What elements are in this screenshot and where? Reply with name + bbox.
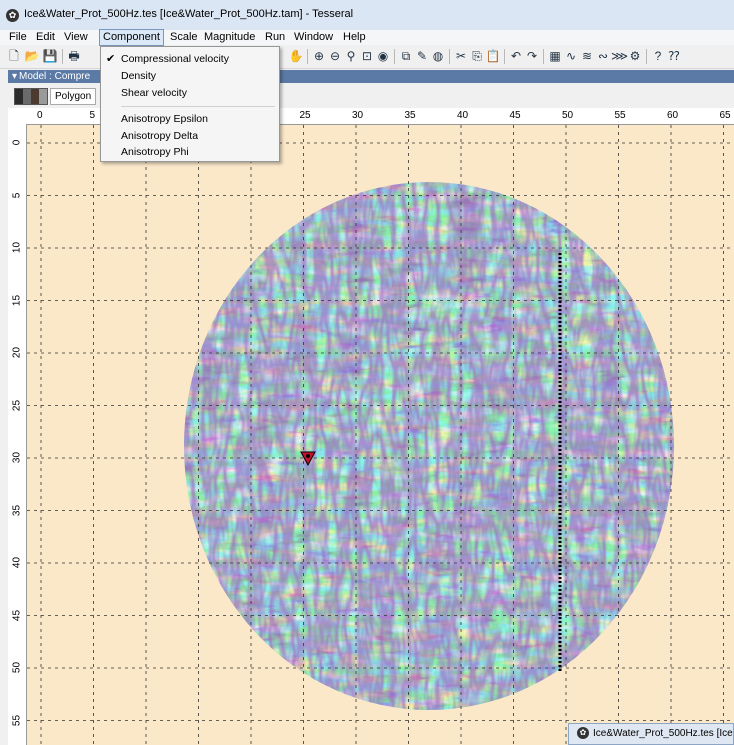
- y-tick-label: 10: [11, 241, 23, 254]
- palette-icon[interactable]: ▦: [549, 49, 561, 63]
- menu-scale[interactable]: Scale: [170, 31, 198, 43]
- y-tick-label: 45: [11, 609, 23, 621]
- menu-edit[interactable]: Edit: [36, 31, 55, 43]
- open-icon[interactable]: 📂: [24, 49, 40, 63]
- check-icon: ✔: [106, 53, 116, 65]
- menu-window[interactable]: Window: [294, 31, 334, 43]
- context-help-icon[interactable]: ⁇: [668, 49, 680, 63]
- app-icon: ✿: [577, 727, 589, 740]
- zoom-in-icon[interactable]: ⊕: [313, 49, 325, 63]
- menu-item-compressional-velocity[interactable]: ✔ Compressional velocity: [101, 51, 279, 67]
- paste-icon[interactable]: 📋: [485, 49, 501, 63]
- x-tick-label: 55: [614, 110, 626, 121]
- x-tick-label: 65: [719, 110, 731, 121]
- wave2-icon[interactable]: ≋: [581, 49, 593, 63]
- hand-icon[interactable]: ✋: [288, 49, 304, 63]
- menu-item-shear-velocity[interactable]: Shear velocity: [101, 85, 279, 101]
- menu-run[interactable]: Run: [265, 31, 286, 43]
- menu-help[interactable]: Help: [343, 31, 366, 43]
- zoom-window-icon[interactable]: ⚲: [346, 49, 356, 63]
- y-tick-label: 35: [11, 504, 23, 516]
- undo-icon[interactable]: ↶: [510, 49, 522, 63]
- menu-bar: File Edit View Component Scale Magnitude…: [0, 29, 734, 46]
- toolbar-separator: [62, 49, 63, 64]
- fit-icon[interactable]: ⊡: [361, 49, 373, 63]
- menu-view[interactable]: View: [64, 31, 88, 43]
- toolbar-separator: [543, 49, 544, 64]
- vertical-ruler: 0 5 10 15 20 25 30 35 40 45 50 55: [8, 124, 27, 745]
- velocity-disc: [184, 182, 674, 710]
- x-tick-label: 35: [404, 110, 416, 121]
- toolbar-separator: [449, 49, 450, 64]
- menu-item-label: Compressional velocity: [121, 53, 229, 65]
- print-icon[interactable]: 🖶: [68, 49, 80, 63]
- x-tick-label: 45: [509, 110, 521, 121]
- save-icon[interactable]: 💾: [42, 49, 58, 63]
- app-icon: ✿: [6, 9, 19, 22]
- help-icon[interactable]: ?: [654, 49, 662, 63]
- settings-icon[interactable]: ⚙: [629, 49, 641, 63]
- title-bar: ✿ Ice&Water_Prot_500Hz.tes [Ice&Water_Pr…: [0, 0, 734, 31]
- toolbar-separator: [307, 49, 308, 64]
- cut-icon[interactable]: ✂: [455, 49, 467, 63]
- new-icon[interactable]: 🗋: [9, 49, 19, 63]
- toolbar-separator: [504, 49, 505, 64]
- redo-icon[interactable]: ↷: [526, 49, 538, 63]
- menu-item-density[interactable]: Density: [101, 68, 279, 84]
- copy-icon[interactable]: ⎘: [472, 49, 482, 63]
- pencil-icon[interactable]: ✎: [416, 49, 428, 63]
- x-tick-label: 30: [352, 110, 364, 121]
- x-tick-label: 50: [562, 110, 574, 121]
- y-tick-label: 15: [11, 294, 23, 306]
- y-tick-label: 50: [11, 661, 23, 674]
- color-swatch[interactable]: [14, 88, 48, 105]
- menu-item-anisotropy-delta[interactable]: Anisotropy Delta: [101, 128, 279, 144]
- y-tick-label: 20: [11, 346, 23, 359]
- polygon-button[interactable]: Polygon: [50, 88, 97, 105]
- component-menu: ✔ Compressional velocity Density Shear v…: [100, 46, 280, 162]
- toolbar-separator: [394, 49, 395, 64]
- model-window-title: Model : Compre: [19, 71, 91, 82]
- source-marker[interactable]: [300, 451, 316, 467]
- menu-item-label: Anisotropy Phi: [121, 146, 189, 158]
- menu-item-anisotropy-epsilon[interactable]: Anisotropy Epsilon: [101, 111, 279, 127]
- x-tick-label: 40: [457, 110, 469, 121]
- menu-separator: [121, 106, 275, 107]
- y-tick-label: 5: [11, 192, 23, 198]
- y-tick-label: 40: [11, 556, 23, 569]
- y-tick-label: 25: [11, 399, 23, 411]
- x-tick-label: 25: [299, 110, 311, 121]
- model-canvas[interactable]: [27, 125, 734, 745]
- menu-item-anisotropy-phi[interactable]: Anisotropy Phi: [101, 144, 279, 160]
- taskbar-label: Ice&Water_Prot_500Hz.tes [Ice&Water_Prot…: [593, 728, 733, 739]
- x-tick-label: 0: [37, 110, 43, 121]
- menu-item-label: Anisotropy Epsilon: [121, 113, 208, 125]
- menu-item-label: Anisotropy Delta: [121, 130, 199, 142]
- x-tick-label: 5: [89, 110, 96, 121]
- x-tick-label: 60: [667, 110, 679, 121]
- y-tick-label: 30: [11, 451, 23, 464]
- velocity-image: [27, 125, 734, 745]
- taskbar-window-button[interactable]: ✿ Ice&Water_Prot_500Hz.tes [Ice&Water_Pro…: [568, 723, 734, 745]
- wave-icon[interactable]: ∿: [565, 49, 577, 63]
- window-title: Ice&Water_Prot_500Hz.tes [Ice&Water_Prot…: [24, 8, 354, 20]
- toolbar-separator: [646, 49, 647, 64]
- collapse-icon[interactable]: ▾: [12, 71, 18, 82]
- point-icon[interactable]: ◉: [377, 49, 389, 63]
- menu-item-label: Density: [121, 70, 157, 82]
- wave4-icon[interactable]: ⋙: [611, 49, 629, 63]
- wave3-icon[interactable]: ∾: [597, 49, 609, 63]
- menu-item-label: Shear velocity: [121, 87, 187, 99]
- y-tick-label: 55: [11, 714, 23, 726]
- grid-lines: [27, 125, 734, 745]
- menu-magnitude[interactable]: Magnitude: [204, 31, 256, 43]
- menu-file[interactable]: File: [9, 31, 27, 43]
- menu-component[interactable]: Component: [99, 29, 164, 46]
- layers-icon[interactable]: ⧉: [401, 49, 411, 63]
- y-tick-label: 0: [11, 139, 23, 146]
- globe-icon[interactable]: ◍: [432, 49, 444, 63]
- zoom-out-icon[interactable]: ⊖: [329, 49, 341, 63]
